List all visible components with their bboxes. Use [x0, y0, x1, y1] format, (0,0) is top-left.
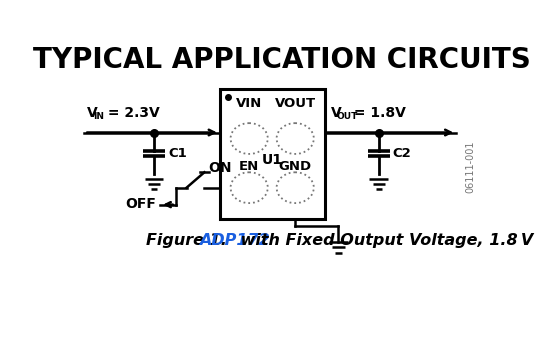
Text: U1: U1	[262, 153, 283, 167]
Text: V: V	[331, 106, 342, 120]
Text: C1: C1	[168, 147, 186, 160]
Text: V: V	[87, 106, 98, 120]
Text: ADP172: ADP172	[199, 233, 270, 248]
Text: OFF: OFF	[125, 197, 156, 211]
Text: EN: EN	[239, 160, 259, 173]
Ellipse shape	[277, 123, 314, 154]
Ellipse shape	[277, 172, 314, 203]
Text: = 1.8V: = 1.8V	[349, 106, 406, 120]
Text: TYPICAL APPLICATION CIRCUITS: TYPICAL APPLICATION CIRCUITS	[33, 46, 531, 74]
Text: VIN: VIN	[236, 97, 262, 110]
Text: Figure 1.: Figure 1.	[146, 233, 233, 248]
Text: VOUT: VOUT	[274, 97, 316, 110]
Text: with Fixed Output Voltage, 1.8 V: with Fixed Output Voltage, 1.8 V	[235, 233, 533, 248]
Ellipse shape	[230, 172, 268, 203]
Text: = 2.3V: = 2.3V	[103, 106, 160, 120]
Bar	[220, 90, 324, 219]
Text: GND: GND	[279, 160, 312, 173]
Text: 06111-001: 06111-001	[465, 141, 475, 193]
Text: IN: IN	[94, 112, 104, 121]
Text: OUT: OUT	[337, 112, 358, 121]
Ellipse shape	[230, 123, 268, 154]
Text: C2: C2	[393, 147, 411, 160]
Text: ON: ON	[208, 161, 232, 176]
